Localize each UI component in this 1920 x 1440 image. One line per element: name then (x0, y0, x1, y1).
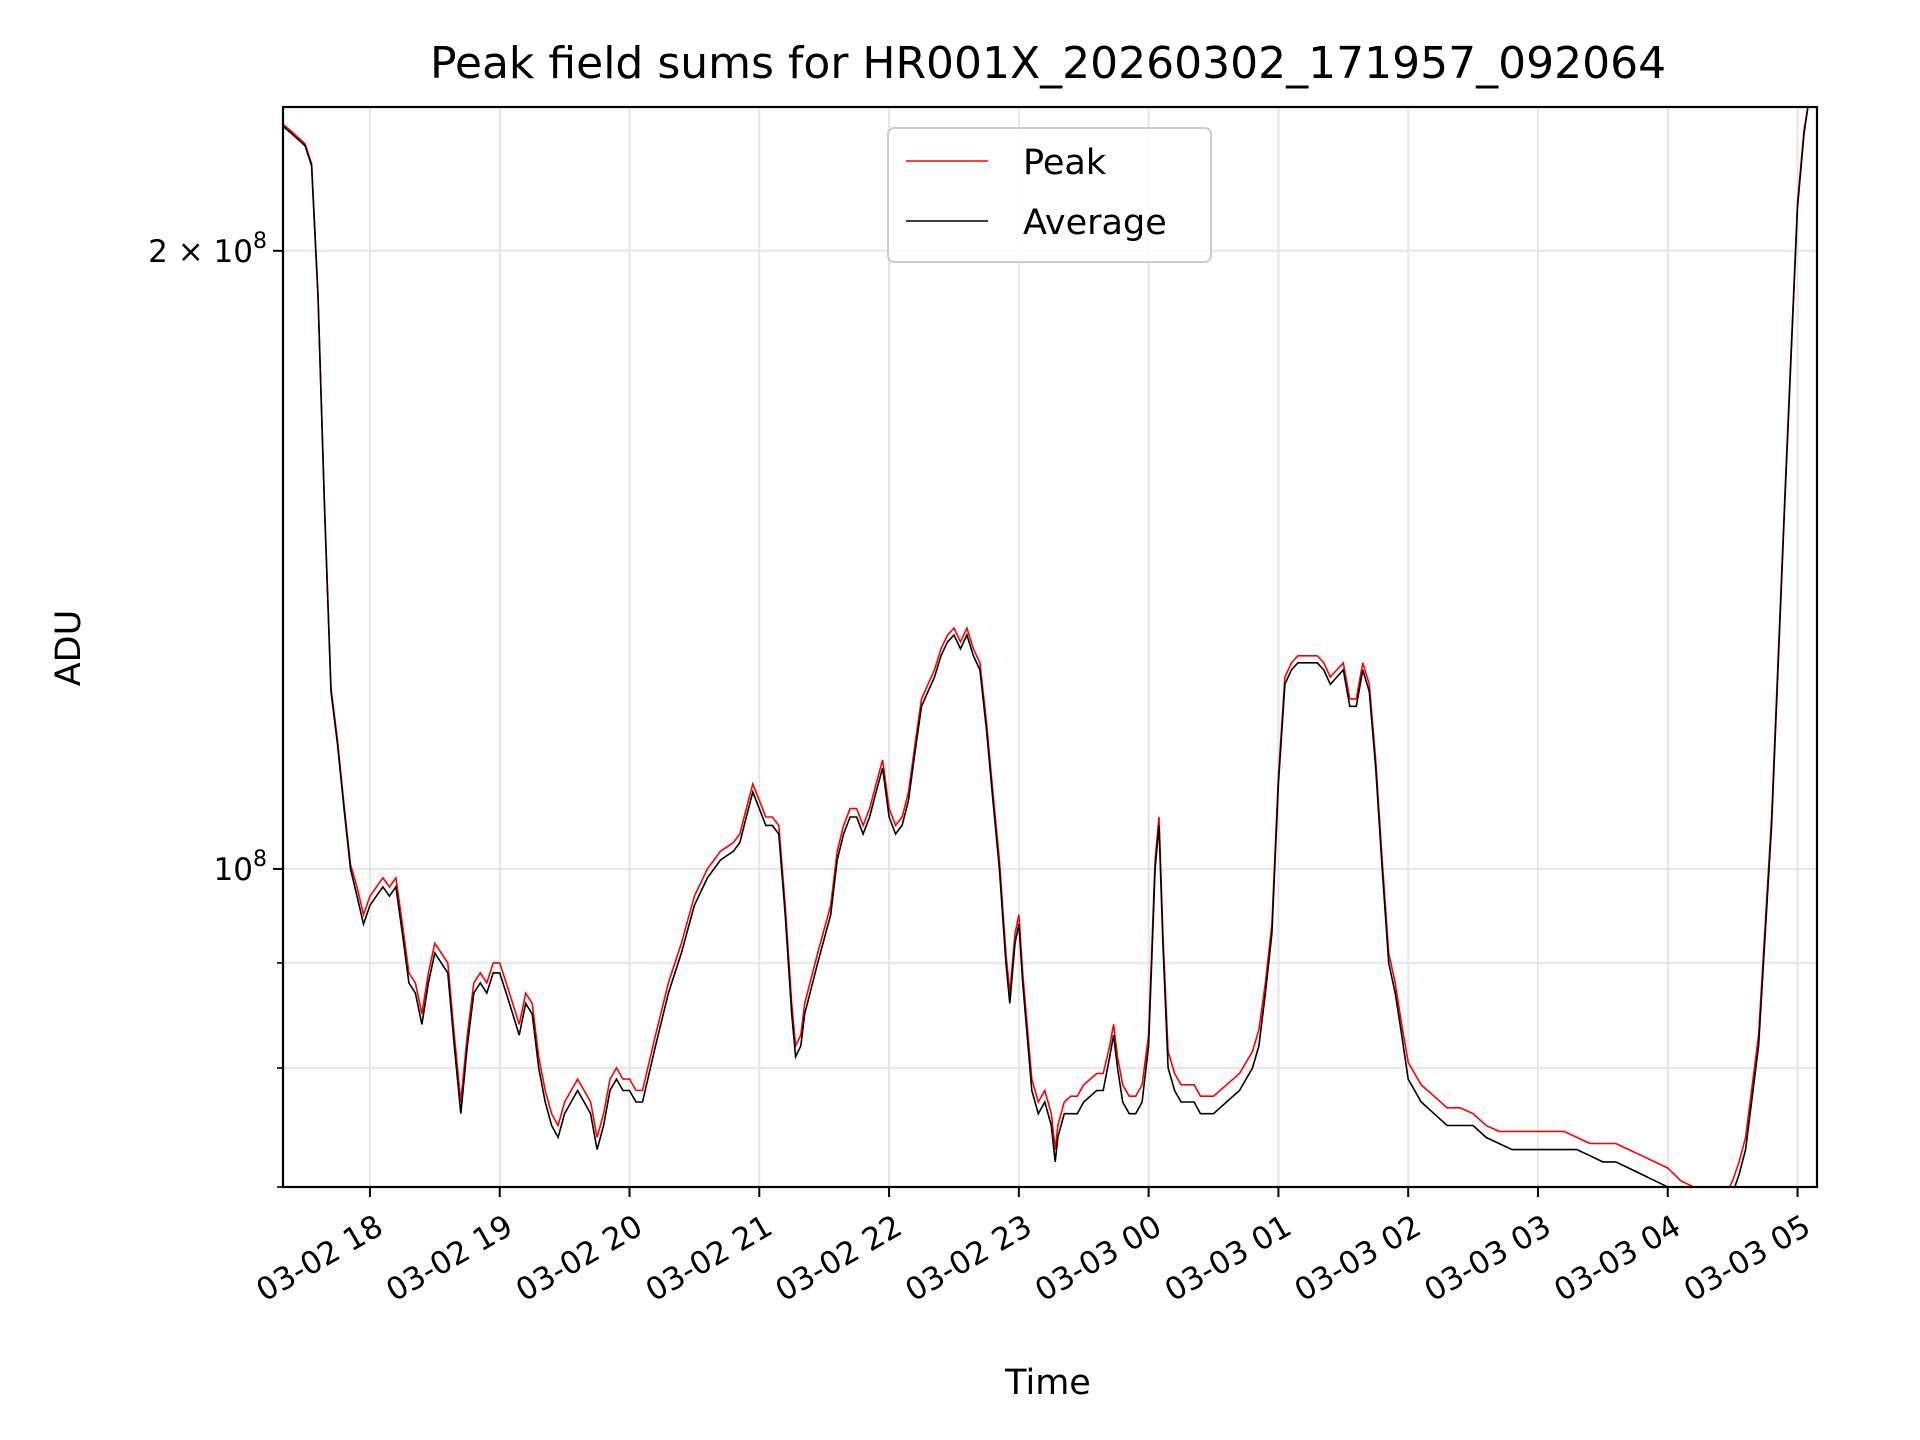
plot-frame (281, 105, 1819, 1189)
x-axis-label: Time (1004, 1363, 1091, 1403)
y-axis-label: ADU (49, 610, 89, 687)
legend: Peak Average (887, 127, 1212, 263)
plot-area (283, 107, 1809, 1187)
legend-label-peak: Peak (1023, 143, 1107, 183)
series-line-average (283, 107, 1809, 1187)
y-tick-label: 2 × 108 (148, 229, 267, 270)
legend-label-average: Average (1023, 203, 1167, 243)
series-line-peak (283, 107, 1809, 1187)
chart-title: Peak field sums for HR001X_20260302_1719… (430, 38, 1666, 89)
